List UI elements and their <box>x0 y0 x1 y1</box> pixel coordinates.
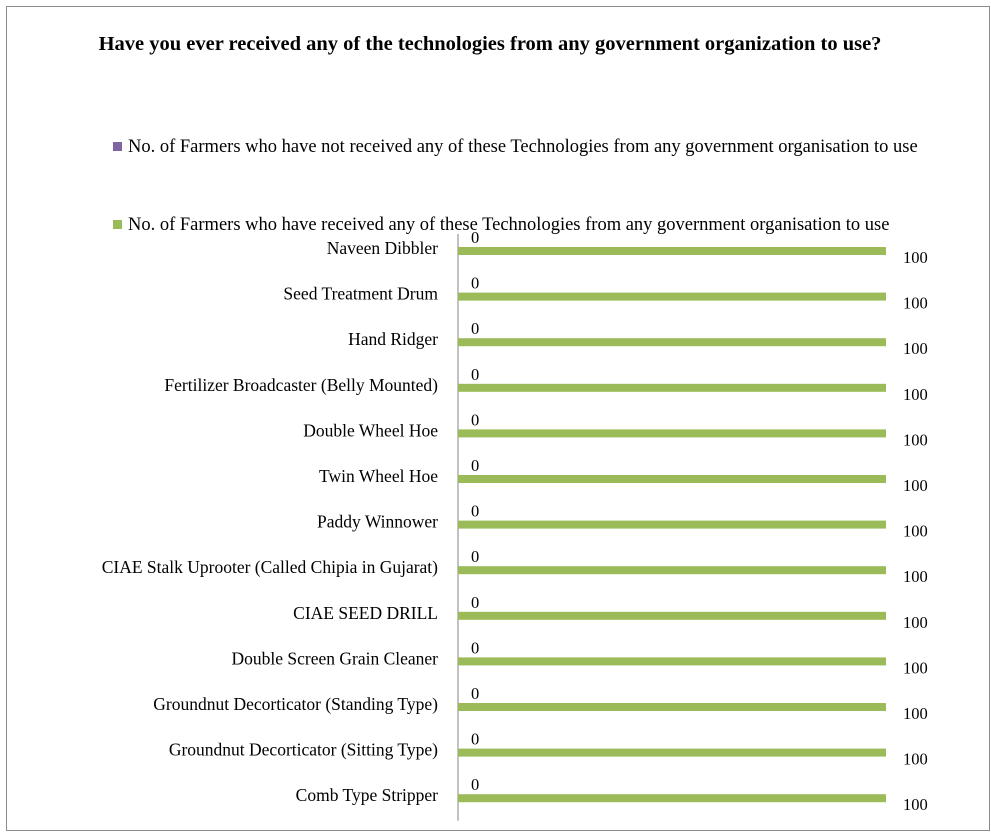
category-label-cat-4: Double Wheel Hoe <box>303 420 438 440</box>
data-label-received-cat-4: 100 <box>903 430 928 449</box>
data-label-received-cat-6: 100 <box>903 522 928 541</box>
category-label-cat-6: Paddy Winnower <box>317 512 438 532</box>
legend-item-not-received: No. of Farmers who have not received any… <box>113 134 932 160</box>
data-label-not-received-cat-8: 0 <box>471 593 479 612</box>
chart-frame <box>6 6 990 831</box>
data-label-received-cat-5: 100 <box>903 476 928 495</box>
category-label-cat-8: CIAE SEED DRILL <box>293 603 438 623</box>
bar-received-cat-11 <box>458 748 886 757</box>
data-label-not-received-cat-3: 0 <box>471 365 479 384</box>
data-label-received-cat-3: 100 <box>903 385 928 404</box>
data-label-received-cat-12: 100 <box>903 795 928 814</box>
bar-received-cat-0 <box>458 247 886 255</box>
data-label-not-received-cat-0: 0 <box>471 228 479 247</box>
category-label-cat-10: Groundnut Decorticator (Standing Type) <box>153 694 438 714</box>
bar-received-cat-8 <box>458 611 886 620</box>
category-label-cat-9: Double Screen Grain Cleaner <box>231 648 438 668</box>
data-label-received-cat-11: 100 <box>903 750 928 769</box>
category-label-cat-1: Seed Treatment Drum <box>283 284 438 304</box>
category-label-cat-12: Comb Type Stripper <box>296 785 439 805</box>
legend-item-received: No. of Farmers who have received any of … <box>113 212 932 238</box>
category-label-cat-2: Hand Ridger <box>348 329 438 349</box>
data-label-not-received-cat-7: 0 <box>471 547 479 566</box>
bar-received-cat-10 <box>458 703 886 711</box>
data-label-not-received-cat-12: 0 <box>471 775 479 794</box>
data-label-not-received-cat-5: 0 <box>471 456 479 475</box>
category-label-cat-0: Naveen Dibbler <box>327 238 438 258</box>
bar-received-cat-3 <box>458 383 886 392</box>
chart-title: Have you ever received any of the techno… <box>98 33 882 55</box>
data-label-not-received-cat-2: 0 <box>471 319 479 338</box>
data-label-not-received-cat-1: 0 <box>471 274 479 293</box>
category-label-cat-3: Fertilizer Broadcaster (Belly Mounted) <box>164 375 438 395</box>
data-label-not-received-cat-6: 0 <box>471 502 479 521</box>
bar-received-cat-6 <box>458 520 886 529</box>
data-label-received-cat-2: 100 <box>903 339 928 358</box>
data-label-not-received-cat-10: 0 <box>471 684 479 703</box>
data-label-received-cat-1: 100 <box>903 294 928 313</box>
data-label-received-cat-8: 100 <box>903 613 928 632</box>
legend-label-received: No. of Farmers who have received any of … <box>128 215 890 235</box>
data-label-not-received-cat-4: 0 <box>471 410 479 429</box>
data-label-received-cat-0: 100 <box>903 248 928 267</box>
data-label-not-received-cat-11: 0 <box>471 730 479 749</box>
data-label-not-received-cat-9: 0 <box>471 638 479 657</box>
bar-received-cat-1 <box>458 292 886 301</box>
bar-received-cat-9 <box>458 657 886 666</box>
bar-received-cat-2 <box>458 338 886 347</box>
bar-received-cat-5 <box>458 475 886 483</box>
data-label-received-cat-7: 100 <box>903 567 928 586</box>
bar-received-cat-4 <box>458 429 886 438</box>
category-label-cat-5: Twin Wheel Hoe <box>319 466 438 486</box>
bar-received-cat-12 <box>458 794 886 803</box>
legend-swatch-not-received <box>113 142 122 151</box>
data-label-received-cat-9: 100 <box>903 658 928 677</box>
data-label-received-cat-10: 100 <box>903 704 928 723</box>
category-label-cat-7: CIAE Stalk Uprooter (Called Chipia in Gu… <box>102 557 438 577</box>
legend-swatch-received <box>113 220 122 229</box>
category-label-cat-11: Groundnut Decorticator (Sitting Type) <box>169 740 438 760</box>
legend-label-not-received: No. of Farmers who have not received any… <box>128 137 918 157</box>
bar-received-cat-7 <box>458 566 886 575</box>
